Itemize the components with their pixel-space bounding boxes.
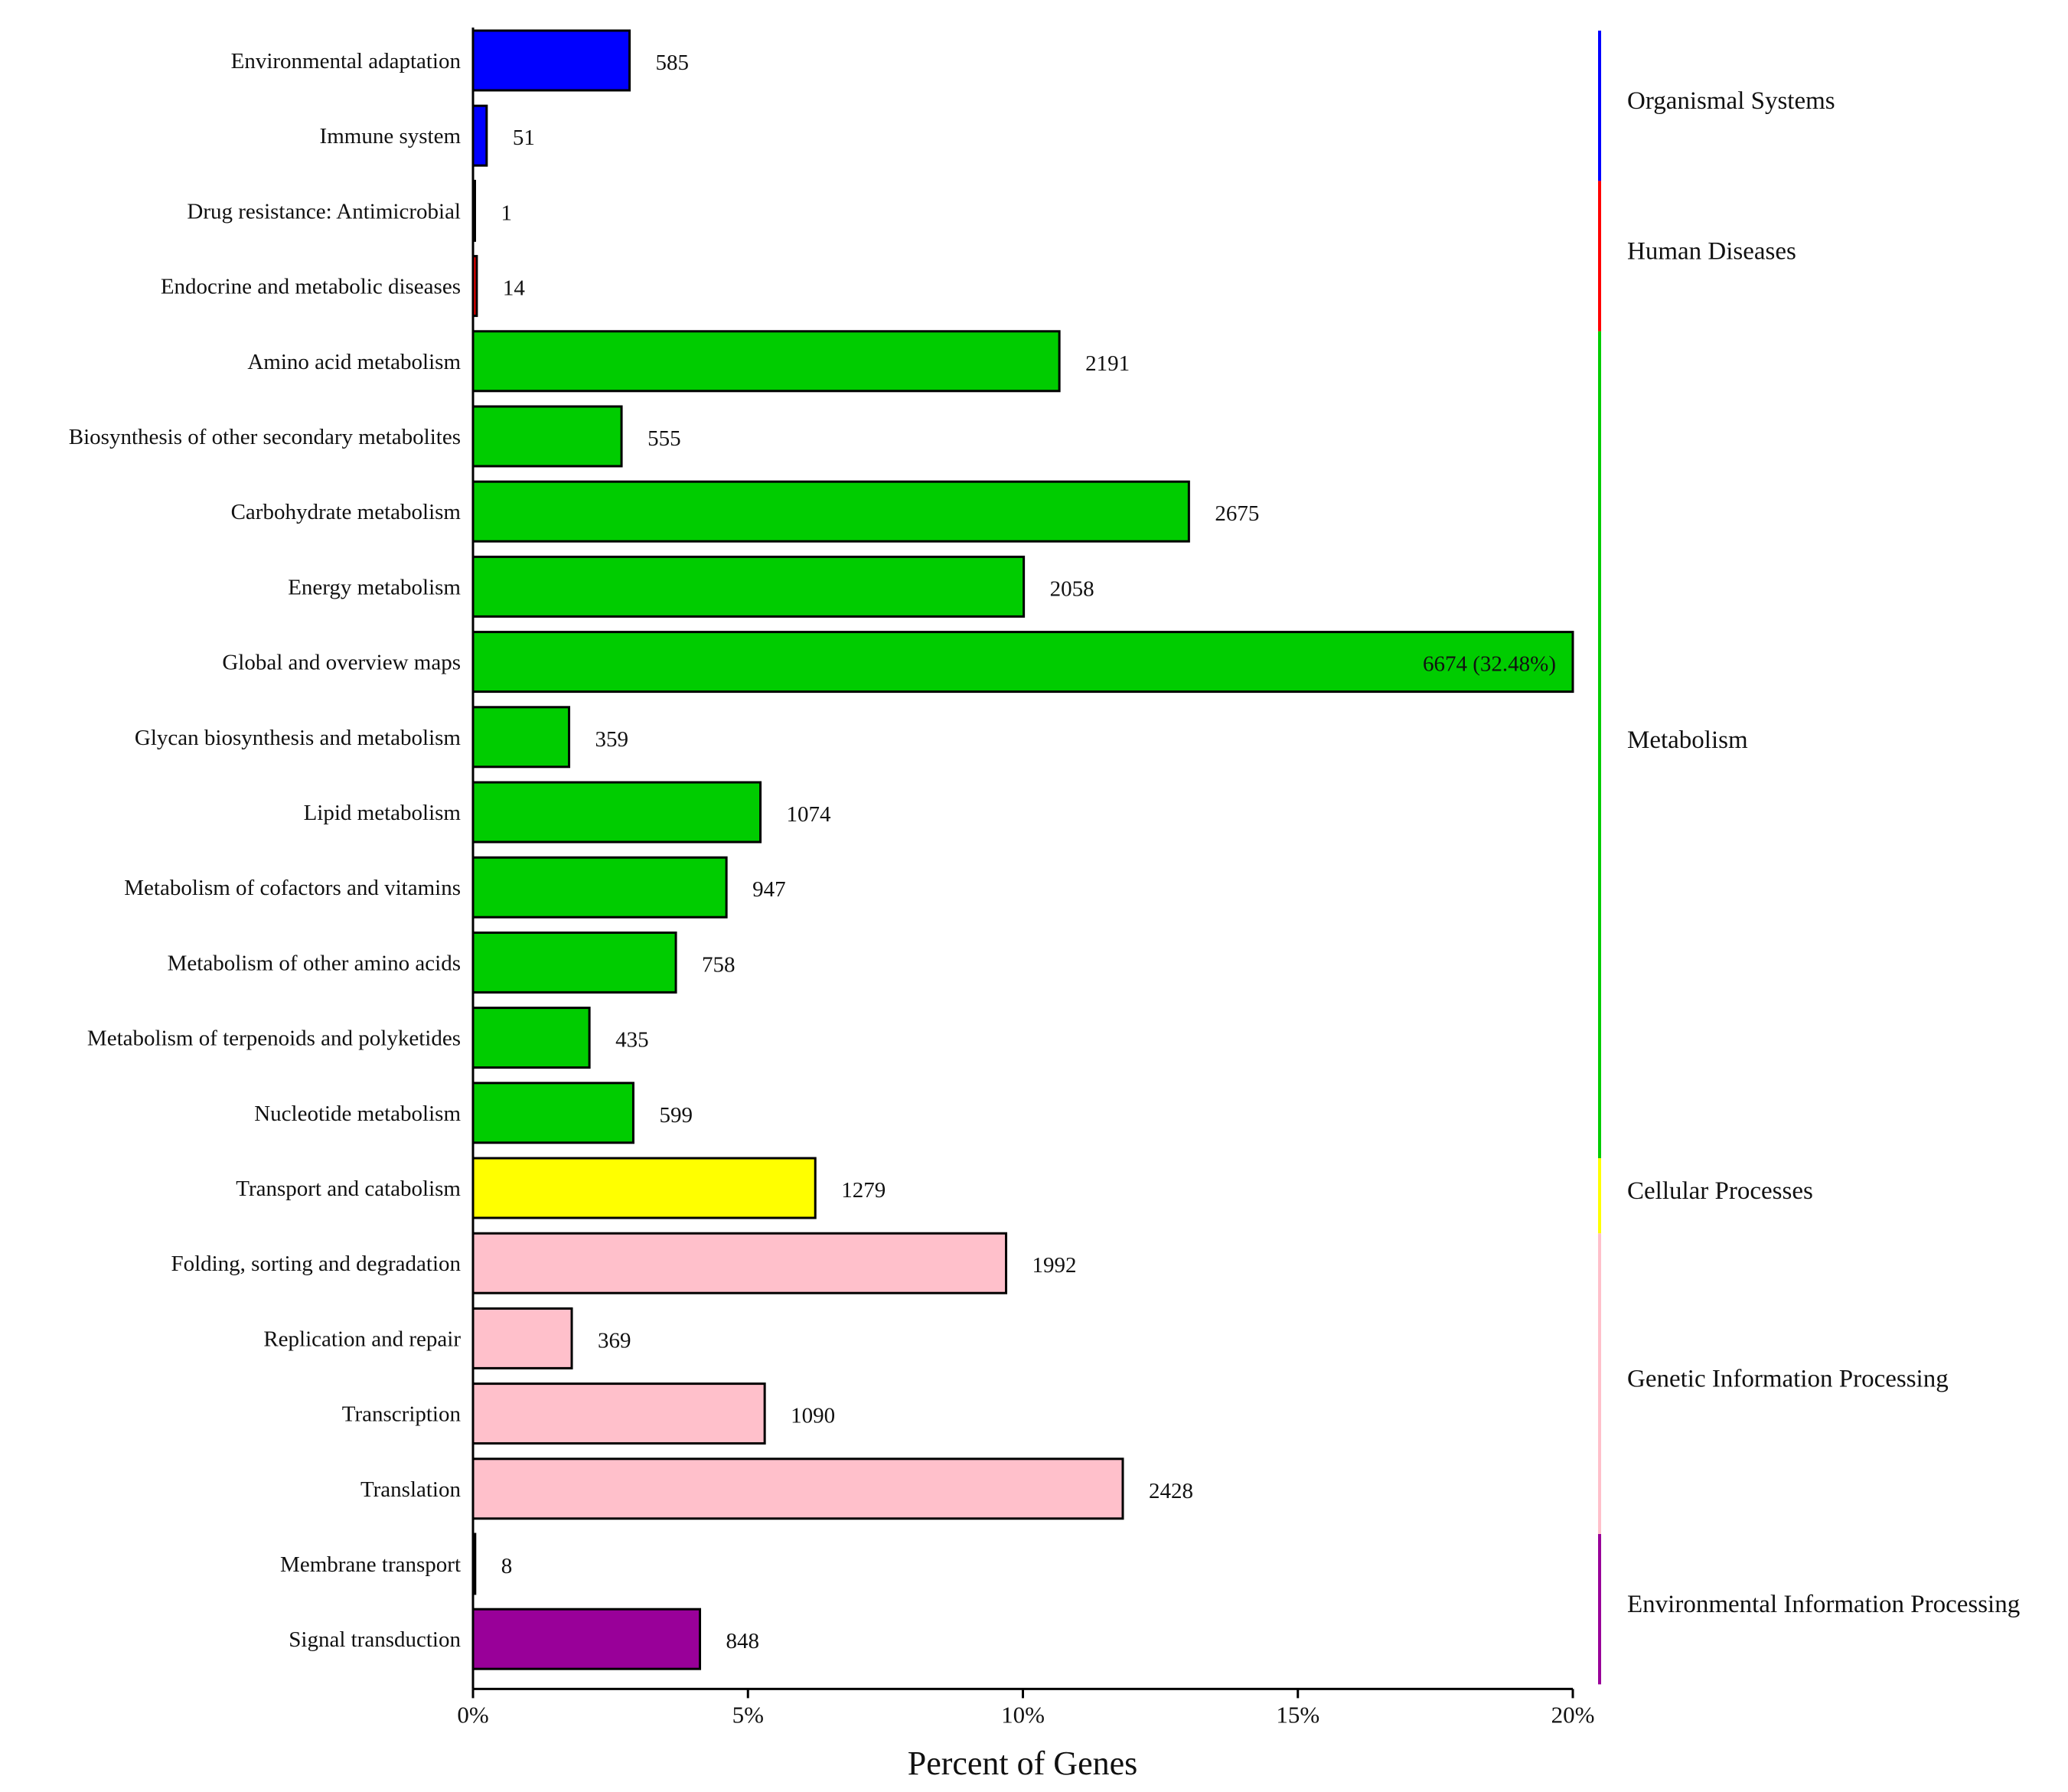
bar <box>471 480 1190 543</box>
bar <box>471 1157 817 1219</box>
bar <box>471 1608 702 1670</box>
x-tick-label: 20% <box>1551 1701 1595 1728</box>
category-label: Metabolism of terpenoids and polyketides <box>87 1027 461 1051</box>
bar-value-label: 2191 <box>1085 351 1130 376</box>
bar <box>471 1007 591 1069</box>
category-label: Environmental adaptation <box>231 49 462 73</box>
bar-value-label: 6674 (32.48%) <box>1423 652 1556 677</box>
category-label: Carbohydrate metabolism <box>231 500 462 524</box>
category-label: Global and overview maps <box>222 651 461 675</box>
category-label: Replication and repair <box>263 1327 461 1351</box>
bar-value-label: 2428 <box>1149 1479 1193 1503</box>
bar-value-label: 2675 <box>1215 501 1259 526</box>
category-label: Metabolism of cofactors and vitamins <box>124 876 461 900</box>
category-label: Biosynthesis of other secondary metaboli… <box>69 425 461 449</box>
bar <box>471 29 631 92</box>
bar-value-label: 2058 <box>1050 576 1094 601</box>
group-legend: Organismal Systems Human Diseases Metaboli… <box>1598 31 2020 1685</box>
x-tick-label: 15% <box>1276 1701 1319 1728</box>
x-tick-label: 10% <box>1001 1701 1045 1728</box>
bar-value-label: 1090 <box>791 1404 835 1428</box>
category-label: Endocrine and metabolic diseases <box>161 275 461 299</box>
x-tick-label: 5% <box>732 1701 764 1728</box>
category-label: Transport and catabolism <box>236 1177 461 1201</box>
category-label: Membrane transport <box>280 1552 461 1577</box>
bar <box>471 781 762 844</box>
bar-value-label: 585 <box>656 51 690 75</box>
x-tick-label: 0% <box>457 1701 488 1728</box>
bar <box>471 104 488 167</box>
bar <box>471 330 1061 393</box>
category-label: Lipid metabolism <box>304 801 462 825</box>
category-label: Drug resistance: Antimicrobial <box>187 199 461 224</box>
bar <box>471 1232 1008 1294</box>
bar-value-label: 599 <box>659 1103 693 1128</box>
group-label: Genetic Information Processing <box>1627 1366 1949 1393</box>
category-label: Glycan biosynthesis and metabolism <box>135 726 462 750</box>
bar-value-label: 369 <box>598 1328 631 1353</box>
category-label: Nucleotide metabolism <box>254 1102 461 1126</box>
bar <box>471 706 571 769</box>
bar <box>471 1382 766 1445</box>
group-label: Human Diseases <box>1627 238 1796 266</box>
bar-value-label: 848 <box>726 1629 760 1653</box>
group-label: Metabolism <box>1627 726 1748 754</box>
bar <box>471 856 728 919</box>
bar <box>471 931 677 994</box>
group-label: Environmental Information Processing <box>1627 1591 2020 1618</box>
group-label: Organismal Systems <box>1627 87 1835 115</box>
bar <box>471 1307 573 1369</box>
bar <box>471 1457 1124 1520</box>
bar-value-label: 947 <box>752 877 786 902</box>
bars-layer: Environmental adaptation 585 Immune system… <box>69 29 1574 1670</box>
category-label: Energy metabolism <box>288 575 461 599</box>
bar <box>471 405 623 468</box>
category-label: Transcription <box>342 1402 462 1427</box>
bar <box>471 631 1574 694</box>
bar-value-label: 1992 <box>1032 1253 1077 1278</box>
bar-value-label: 758 <box>702 952 736 977</box>
category-label: Translation <box>360 1477 462 1502</box>
bar <box>471 1082 634 1144</box>
bar <box>471 555 1026 618</box>
category-label: Immune system <box>320 124 462 149</box>
bar-value-label: 1074 <box>787 802 832 827</box>
bar-value-label: 435 <box>615 1028 649 1053</box>
bar-value-label: 1279 <box>841 1178 886 1203</box>
bar-value-label: 51 <box>513 126 535 150</box>
bar-value-label: 14 <box>503 276 526 301</box>
category-label: Folding, sorting and degradation <box>171 1252 461 1276</box>
category-label: Metabolism of other amino acids <box>168 951 461 975</box>
bar-value-label: 359 <box>595 727 629 752</box>
category-label: Amino acid metabolism <box>247 350 461 374</box>
bar-value-label: 1 <box>501 201 513 225</box>
group-label: Cellular Processes <box>1627 1177 1813 1205</box>
bar-value-label: 8 <box>501 1554 513 1578</box>
x-axis-title: Percent of Genes <box>908 1745 1138 1782</box>
category-label: Signal transduction <box>289 1627 461 1652</box>
bar-value-label: 555 <box>647 426 681 451</box>
x-axis: 0% 5% 10% 15% 20% <box>457 28 1594 1728</box>
